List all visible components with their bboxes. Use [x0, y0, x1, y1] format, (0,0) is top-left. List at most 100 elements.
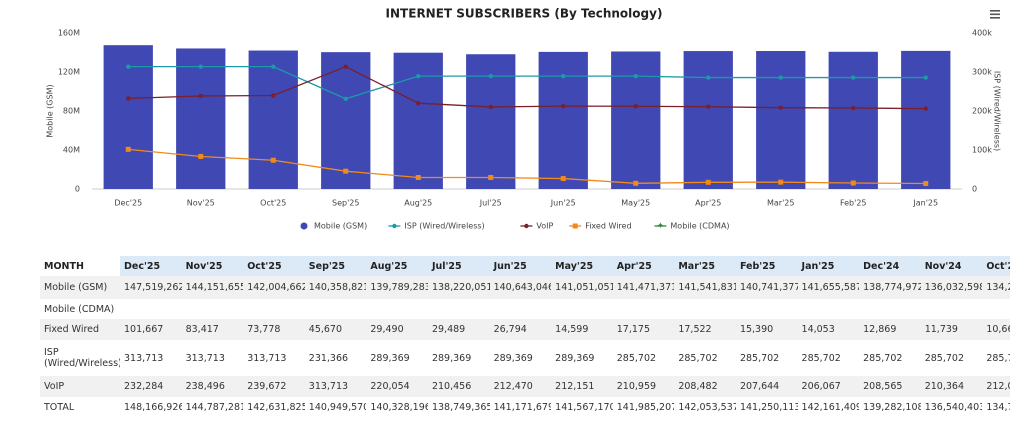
bar — [393, 52, 443, 190]
line — [128, 148, 926, 185]
table-row: Fixed Wired 101,667 83,417 73,778 45,670 29,4… — [40, 319, 1010, 340]
header-cell: May'25 — [551, 256, 613, 276]
bar — [176, 48, 226, 190]
cell: 134,2 — [982, 276, 1010, 299]
line-marker — [633, 180, 639, 186]
line-marker — [416, 73, 421, 79]
cell: 136,032,598 — [920, 276, 983, 299]
cell: 15,390 — [735, 319, 798, 340]
y2-tick-label: 100k — [972, 146, 992, 155]
legend-item[interactable]: ✦ Mobile (CDMA) — [654, 222, 730, 232]
line-marker — [851, 105, 856, 111]
line-marker — [416, 100, 421, 106]
line-marker — [633, 73, 638, 79]
menu-bar — [990, 10, 1000, 12]
table-row: VoIP 232,284 238,496 239,672 313,713 220,054 2… — [40, 376, 1010, 397]
legend-label: Fixed Wired — [585, 222, 631, 231]
cell: 142,161,409 — [801, 401, 860, 413]
cell: 17,522 — [674, 319, 736, 340]
cell: 12,869 — [859, 319, 921, 340]
y2-tick-label: 200k — [972, 107, 992, 116]
line-marker — [270, 157, 276, 163]
table: MONTH Dec'25 Nov'25 Oct'25 Sep'25 Aug'25 Jul'2… — [40, 256, 1010, 417]
menu-icon[interactable] — [990, 10, 1000, 19]
x-tick-label: Feb'25 — [840, 199, 867, 208]
cell — [428, 299, 490, 319]
cell: 141,171,679 — [493, 401, 552, 413]
legend-symbol — [392, 223, 397, 229]
cell: 313,713 — [304, 376, 367, 397]
cell: 289,369 — [370, 352, 410, 364]
cell: 313,713 — [247, 352, 287, 364]
legend-item[interactable]: ISP (Wired/Wireless) — [388, 222, 485, 231]
legend-item[interactable]: Mobile (GSM) — [300, 222, 368, 231]
cell: 238,496 — [181, 376, 244, 397]
cell — [551, 299, 613, 319]
header-row: MONTH Dec'25 Nov'25 Oct'25 Sep'25 Aug'25 Jul'2… — [40, 256, 1010, 276]
data-table: MONTH Dec'25 Nov'25 Oct'25 Sep'25 Aug'25 Jul'2… — [40, 256, 1010, 420]
y-axis-title: Mobile (GSM) — [46, 84, 55, 137]
cell — [921, 299, 983, 319]
legend-label: VoIP — [536, 222, 553, 231]
cell: 141,541,831 — [674, 276, 736, 299]
cell — [120, 299, 182, 319]
bar — [683, 51, 733, 189]
legend-label: Mobile (CDMA) — [670, 222, 729, 231]
bar — [611, 51, 661, 190]
cell — [859, 299, 921, 319]
cell — [798, 299, 860, 319]
cell: 144,787,281 — [185, 401, 244, 413]
cell: 289,369 — [493, 352, 533, 364]
cell: 212,470 — [489, 376, 552, 397]
cell: 285,702 — [924, 352, 965, 364]
line-marker — [343, 168, 349, 174]
cell: 140,949,570 — [308, 401, 367, 413]
cell: 313,713 — [124, 352, 164, 364]
cell: 210,456 — [427, 376, 490, 397]
cell: 29,490 — [366, 319, 428, 340]
cell: 83,417 — [181, 319, 244, 340]
x-tick-label: Aug'25 — [404, 199, 432, 208]
table-row: TOTAL 148,166,926 144,787,281 142,631,825 14… — [40, 397, 1010, 417]
header-cell: Oct'25 — [243, 256, 305, 276]
cell: 285,70 — [986, 352, 1010, 364]
row-label: Mobile (CDMA) — [44, 303, 115, 315]
cell — [305, 299, 367, 319]
line-marker — [415, 174, 421, 180]
y2-tick-label: 0 — [972, 185, 977, 194]
line-marker — [778, 75, 783, 80]
cell: 239,672 — [243, 376, 305, 397]
cell: 29,489 — [427, 319, 490, 340]
table-row: Mobile (CDMA) — [40, 299, 1010, 319]
line-marker — [198, 64, 203, 69]
cell — [490, 299, 552, 319]
cell: 134,78 — [986, 401, 1010, 413]
cell — [613, 299, 675, 319]
cell — [243, 299, 305, 319]
line-marker — [488, 73, 493, 79]
legend-label: Mobile (GSM) — [314, 222, 367, 231]
cell: 285,702 — [863, 352, 903, 364]
cell: 138,774,972 — [859, 276, 921, 299]
cell: 206,067 — [797, 376, 860, 397]
y-tick-label: 0 — [75, 185, 80, 194]
header-cell: Oct'24 — [982, 256, 1010, 276]
cell: 141,985,207 — [616, 401, 675, 413]
cell — [982, 299, 1010, 319]
bar — [901, 50, 951, 189]
x-tick-label: Nov'25 — [187, 199, 215, 208]
x-tick-label: Jul'25 — [479, 199, 502, 208]
header-cell: Mar'25 — [674, 256, 736, 276]
cell: 101,667 — [120, 319, 182, 340]
legend-item[interactable]: Fixed Wired — [569, 222, 632, 231]
line-marker — [271, 93, 276, 98]
header-cell: Sep'25 — [304, 256, 367, 276]
cell: 139,789,283 — [366, 276, 428, 299]
cell: 212,151 — [551, 376, 613, 397]
cell: 144,151,655 — [181, 276, 244, 299]
row-label: VoIP — [40, 376, 120, 397]
cell: 141,250,113 — [739, 401, 798, 413]
chart: INTERNET SUBSCRIBERS (By Technology) Mob… — [46, 7, 1002, 232]
header-cell: Aug'25 — [366, 256, 428, 276]
